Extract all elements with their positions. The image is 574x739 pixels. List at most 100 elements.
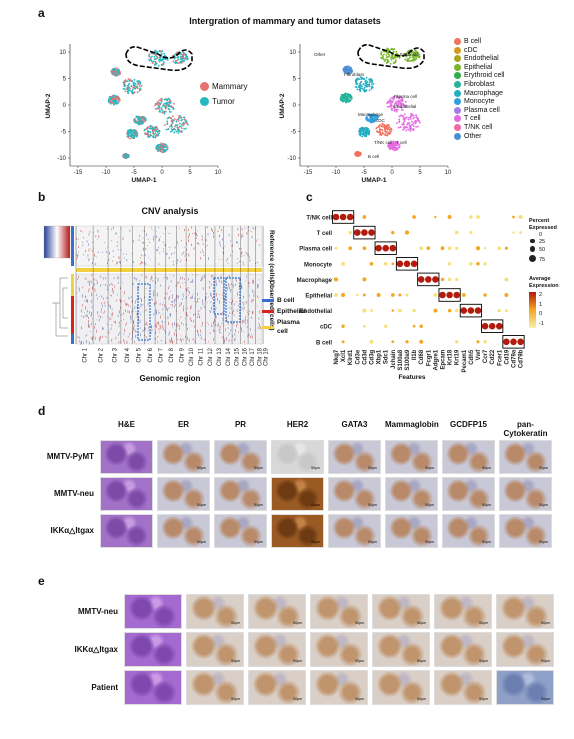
dotplot-feature-label: Cd3e [355,349,361,364]
dotplot-dot [469,261,473,266]
histology-image: 50µm [372,632,430,667]
scale-bar: 50µm [311,540,320,544]
cnv-legend-label: B cell [277,297,295,304]
scale-bar: 50µm [254,466,263,470]
histology-column-label: Mammaglobin [385,420,439,429]
dotplot-dot [404,230,410,235]
chr-label: Chr 17 [250,347,256,366]
histology-column-label: PR [234,420,247,429]
scale-bar: 50µm [479,697,488,701]
legend-swatch [454,38,461,45]
legend-swatch [454,63,461,71]
umap-ytick: 0 [63,103,67,109]
dotplot-dot [417,276,425,283]
umap-xtick: 0 [390,170,394,176]
histology-image: 50µm [499,440,552,474]
umap-ytick: 10 [59,50,66,56]
dotplot-feature-label: Cd3d [362,349,368,364]
dotplot-dot [469,215,473,219]
scale-bar: 50µm [231,659,240,663]
reference-heatmap [75,225,263,267]
legend-swatch [454,123,461,131]
scale-bar: 50µm [479,659,488,663]
marker-box [332,210,355,224]
dotplot-dot [433,293,438,297]
dotplot-feature-label: Cd3g [370,349,376,364]
dotplot-dot [425,276,432,283]
cnv-legend-item: Epithelial [262,307,306,316]
panel-e-label: e [38,574,45,588]
umap-xtick: -10 [332,170,341,176]
histology-image [124,670,182,705]
legend-label: Other [464,132,482,140]
dotplot-dot [504,277,509,282]
marker-box [502,335,525,349]
dotplot-dot [354,229,361,236]
reference-bar [71,226,74,266]
chr-label: Chr 11 [199,347,205,365]
dotplot-dot [341,292,346,298]
legend-label: T/NK cell [464,123,493,131]
histology-image: 50µm [157,477,210,511]
dotplot-feature-label: Cdh5 [469,349,475,365]
cnv-legend-item: Plasma cell [262,318,306,336]
size-legend-value: 50 [539,247,546,254]
umap-sample-ylabel: UMAP-2 [45,93,52,118]
legend-label: cDC [464,46,478,54]
dotplot-dot [405,293,409,297]
scale-bar: 50µm [197,466,206,470]
umap-celltype-plot: -15 -10 -5 0 5 10 10 5 0 -5 -10 Other Fibroblast Epi… [279,44,452,184]
histology-image: 50µm [214,514,267,548]
scale-bar: 50µm [355,659,364,663]
chr-label: Chr 7 [158,347,164,362]
dotplot-dot [476,340,480,344]
dotplot-dot [368,229,375,236]
cnv-box-3 [225,277,241,323]
dotplot-dot [454,308,459,313]
mammary-swatch [200,82,209,91]
dotplot-dot [341,340,345,344]
histology-image: 50µm [328,477,381,511]
histology-image: 50µm [248,594,306,629]
dotplot-dot [476,215,480,219]
chr-label: Chr 5 [137,347,143,362]
color-legend-tick: 0 [539,311,543,318]
chr-label: Chr 13 [217,347,223,366]
umap-ytick: -10 [287,156,296,162]
dotplot-dot [517,338,524,346]
dotplot-feature-label: Cd79a [512,349,518,368]
umap-celltype-points [339,47,421,158]
panel-b-label: b [38,190,46,204]
umap-cluster-label: Endothelial [394,104,416,109]
dotplot-row-label: Epithelial [305,294,332,300]
dotplot-dot [447,215,452,219]
dotplot-dot [447,277,452,282]
scale-bar: 50µm [425,503,434,507]
legend-item-6: Macrophage [454,89,504,97]
histology-image: 50µm [442,477,495,511]
dotplot-dot [497,246,502,251]
dotplot-dot [369,339,374,344]
epithelial-outline-right [357,44,425,70]
dotplot-dot [453,291,460,299]
histology-image: 50µm [499,514,552,548]
marker-box [353,225,376,240]
dotplot-dot [356,293,359,297]
cnv-legend-swatch [262,325,274,329]
histology-row-label: MMTV-PyMT [46,452,94,461]
dotplot-dot [398,293,402,297]
chr-label: Chr 1 [83,347,89,362]
dotplot-dot [341,324,345,328]
dotplot-dot [432,276,439,283]
cnv-colorscale [43,225,71,259]
histology-image: 50µm [186,670,244,705]
dotplot-row-label: T/NK cell [306,216,332,222]
dotplot-feature-label: Adgre1 [433,349,439,370]
legend-tumor: Tumor [200,97,235,106]
marker-box [438,288,461,302]
legend-item-8: Plasma cell [454,106,504,114]
scale-bar: 50µm [254,503,263,507]
cnv-box-1 [137,283,151,341]
legend-item-7: Monocyte [454,98,504,106]
dotplot-feature-label: Krt18 [448,349,454,365]
